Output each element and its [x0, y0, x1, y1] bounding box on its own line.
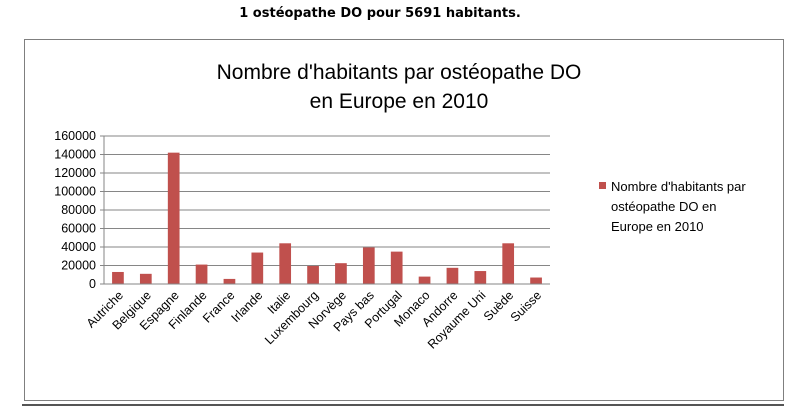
x-axis-labels: AutricheBelgiqueEspagneFinlandeFranceIrl… [84, 288, 544, 351]
bar [139, 273, 152, 284]
legend-swatch [599, 182, 606, 189]
legend-label-line-2: ostéopathe DO en [611, 199, 717, 214]
bottom-rule [22, 404, 784, 406]
bar [474, 271, 487, 284]
y-tick-label: 100000 [54, 185, 96, 199]
y-tick-label: 40000 [61, 240, 96, 254]
chart-title-line-2: en Europe en 2010 [310, 90, 489, 113]
x-tick-label: Irlande [228, 288, 265, 325]
chart-title-line-1: Nombre d'habitants par ostéopathe DO [217, 61, 582, 84]
bar [279, 243, 292, 284]
bar [112, 271, 124, 284]
y-tick-label: 60000 [61, 222, 96, 236]
bar [195, 264, 208, 284]
x-tick-label: Suisse [508, 288, 544, 324]
bar [167, 152, 180, 284]
y-axis-ticks: 0 20000 40000 60000 80000 100000 120000 140000 1… [54, 129, 104, 291]
y-tick-label: 80000 [61, 203, 96, 217]
y-tick-label: 120000 [54, 166, 96, 180]
bar [307, 265, 319, 284]
bar [335, 263, 347, 284]
legend-label-line-1: Nombre d'habitants par [611, 179, 746, 194]
y-tick-label: 140000 [54, 148, 96, 162]
bar [362, 247, 375, 284]
y-tick-label: 20000 [61, 259, 96, 273]
bar [418, 276, 431, 284]
bars [112, 152, 542, 284]
page-heading: 1 ostéopathe DO pour 5691 habitants. [239, 6, 521, 21]
bar [530, 277, 542, 284]
bar [446, 267, 459, 284]
bar [223, 278, 236, 284]
bar [251, 252, 264, 284]
legend-label-line-3: Europe en 2010 [611, 219, 704, 234]
y-tick-label: 160000 [54, 129, 96, 143]
chart-frame [24, 39, 784, 401]
bar [390, 251, 403, 284]
y-tick-label: 0 [89, 277, 96, 291]
bar [502, 243, 515, 284]
